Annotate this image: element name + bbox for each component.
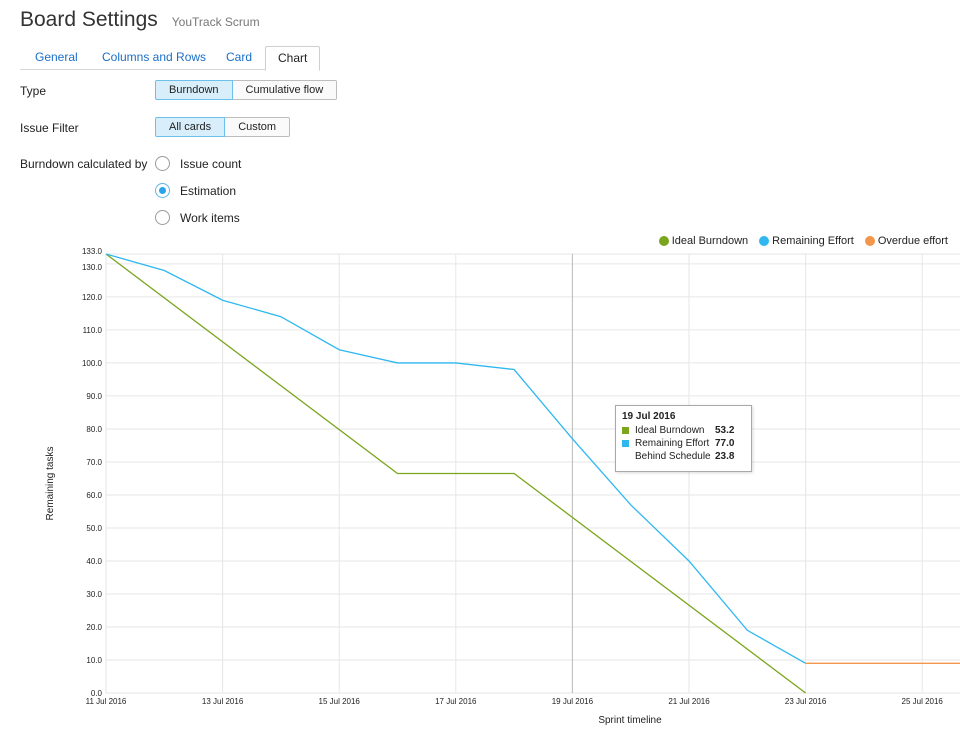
burndown-chart[interactable]: 0.0 10.0 20.0 30.0 40.0 50.0 60.0 70.0 80.0 90.0 1… xyxy=(0,245,960,735)
y-tick-label: 133.0 xyxy=(82,247,103,256)
remaining-effort-square-icon xyxy=(622,440,629,447)
radio-label: Work items xyxy=(180,210,240,225)
x-tick-label: 23 Jul 2016 xyxy=(785,697,827,706)
y-tick-label: 120.0 xyxy=(82,293,103,302)
radio-circle[interactable] xyxy=(155,210,170,225)
tab-general[interactable]: General xyxy=(35,50,78,64)
tooltip-series-value: 23.8 xyxy=(715,451,735,462)
y-tick-label: 20.0 xyxy=(86,623,102,632)
y-tick-label: 110.0 xyxy=(83,326,103,335)
y-tick-label: 10.0 xyxy=(86,656,102,665)
custom-button[interactable]: Custom xyxy=(225,117,291,137)
tooltip-series-name: Behind Schedule xyxy=(635,451,711,462)
tooltip-row: Remaining Effort 77.0 xyxy=(622,437,745,450)
x-tick-label: 25 Jul 2016 xyxy=(902,697,944,706)
legend-dot-icon xyxy=(864,236,875,246)
y-axis-title: Remaining tasks xyxy=(45,447,56,521)
y-tick-label: 0.0 xyxy=(91,689,103,698)
y-tick-label: 100.0 xyxy=(82,359,103,368)
y-tick-label: 60.0 xyxy=(86,491,102,500)
chart-legend: Ideal Burndown Remaining Effort Overdue … xyxy=(648,235,948,247)
tab-card[interactable]: Card xyxy=(226,50,253,64)
spacer xyxy=(622,453,629,460)
radio-label: Estimation xyxy=(180,183,237,198)
chart-tooltip: 19 Jul 2016 Ideal Burndown 53.2 Remainin… xyxy=(615,405,752,472)
tab-chart[interactable]: Chart xyxy=(265,46,321,71)
page-header: Board Settings YouTrack Scrum xyxy=(20,8,260,32)
y-tick-label: 130.0 xyxy=(82,263,103,272)
x-tick-label: 21 Jul 2016 xyxy=(668,697,710,706)
radio-issue-count[interactable]: Issue count xyxy=(155,156,241,171)
tooltip-series-value: 77.0 xyxy=(715,438,735,449)
legend-label: Overdue effort xyxy=(877,235,948,247)
legend-remaining-effort[interactable]: Remaining Effort xyxy=(759,235,854,247)
x-tick-label: 15 Jul 2016 xyxy=(319,697,361,706)
page-title: Board Settings xyxy=(20,8,158,31)
board-name: YouTrack Scrum xyxy=(171,15,260,29)
radio-estimation[interactable]: Estimation xyxy=(155,183,236,198)
issue-filter-label: Issue Filter xyxy=(20,121,79,135)
type-selector: Burndown Cumulative flow xyxy=(155,80,338,100)
series-line-ideal-burndown xyxy=(105,253,806,694)
y-tick-label: 30.0 xyxy=(86,590,102,599)
radio-work-items[interactable]: Work items xyxy=(155,210,240,225)
tab-columns-and-rows[interactable]: Columns and Rows xyxy=(102,50,207,64)
burndown-button[interactable]: Burndown xyxy=(155,80,233,100)
y-tick-label: 40.0 xyxy=(86,557,102,566)
legend-dot-icon xyxy=(759,236,770,246)
x-tick-label: 19 Jul 2016 xyxy=(552,697,594,706)
radio-circle[interactable] xyxy=(155,156,170,171)
series-line-remaining-effort xyxy=(105,253,806,664)
radio-label: Issue count xyxy=(180,156,242,171)
legend-ideal-burndown[interactable]: Ideal Burndown xyxy=(658,235,749,247)
type-label: Type xyxy=(20,84,47,98)
all-cards-button[interactable]: All cards xyxy=(155,117,226,137)
ideal-burndown-square-icon xyxy=(622,427,629,434)
settings-tabs: General Columns and Rows Card Chart xyxy=(20,46,321,71)
x-tick-label: 13 Jul 2016 xyxy=(202,697,244,706)
y-tick-label: 90.0 xyxy=(86,392,102,401)
legend-overdue-effort[interactable]: Overdue effort xyxy=(864,235,948,247)
x-tick-label: 11 Jul 2016 xyxy=(86,697,127,706)
radio-circle[interactable] xyxy=(155,183,170,198)
cumulative-flow-button[interactable]: Cumulative flow xyxy=(232,80,338,100)
tooltip-series-value: 53.2 xyxy=(715,425,735,436)
tooltip-series-name: Remaining Effort xyxy=(635,438,710,449)
tooltip-date: 19 Jul 2016 xyxy=(622,411,676,422)
tooltip-series-name: Ideal Burndown xyxy=(635,425,705,436)
y-tick-label: 80.0 xyxy=(86,425,102,434)
x-axis-title: Sprint timeline xyxy=(598,715,662,726)
tooltip-row: Ideal Burndown 53.2 xyxy=(622,424,745,437)
legend-dot-icon xyxy=(658,236,669,246)
legend-label: Ideal Burndown xyxy=(671,235,749,247)
issue-filter-selector: All cards Custom xyxy=(155,117,291,137)
y-tick-label: 50.0 xyxy=(86,524,102,533)
burndown-calculated-by-label: Burndown calculated by xyxy=(20,157,148,171)
legend-label: Remaining Effort xyxy=(772,235,854,247)
y-tick-label: 70.0 xyxy=(86,458,102,467)
tooltip-row: Behind Schedule 23.8 xyxy=(622,450,745,463)
x-tick-label: 17 Jul 2016 xyxy=(435,697,477,706)
